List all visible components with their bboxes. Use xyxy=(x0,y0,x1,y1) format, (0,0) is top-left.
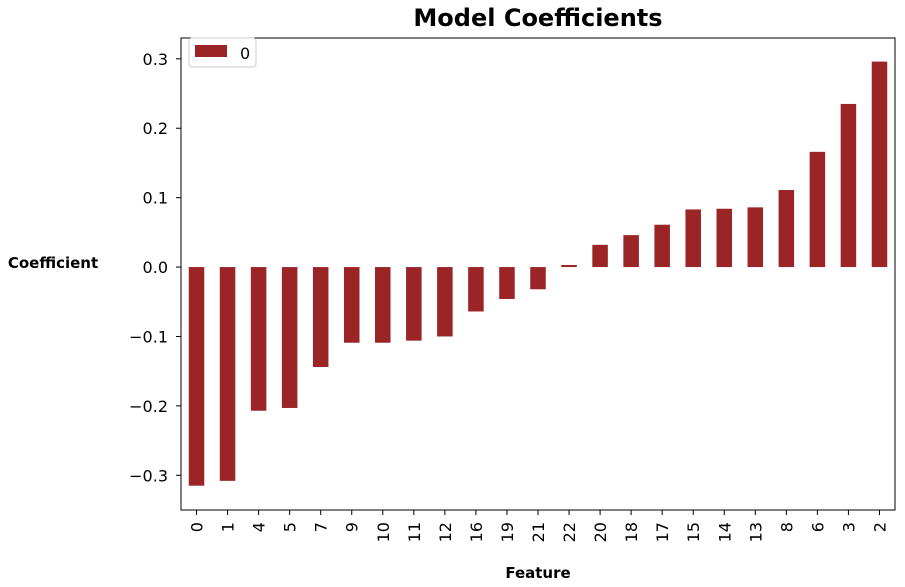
x-tick-label: 13 xyxy=(746,522,765,542)
x-tick-label: 16 xyxy=(467,522,486,542)
x-tick-label: 14 xyxy=(715,522,734,542)
y-tick-label: −0.3 xyxy=(129,466,168,485)
x-tick-label: 9 xyxy=(343,522,362,532)
x-tick-label: 6 xyxy=(808,522,827,532)
bar-0 xyxy=(188,267,205,486)
x-tick-label: 21 xyxy=(529,522,548,542)
x-tick-label: 18 xyxy=(622,522,641,542)
y-tick-label: 0.2 xyxy=(143,119,168,138)
y-tick-label: −0.2 xyxy=(129,397,168,416)
plot-area: −0.3−0.2−0.10.00.10.20.30 1 4 5 7 9 10 11 12 16 19… xyxy=(129,37,896,542)
bar-15 xyxy=(685,209,701,268)
bar-4 xyxy=(250,267,267,411)
bar-16 xyxy=(468,267,484,312)
x-tick-label: 8 xyxy=(777,522,796,532)
chart-title: Model Coefficients xyxy=(413,4,662,32)
x-tick-label: 15 xyxy=(684,522,703,542)
x-tick-label: 17 xyxy=(653,522,672,542)
x-tick-label: 3 xyxy=(839,522,858,532)
x-tick-label: 22 xyxy=(560,522,579,542)
x-tick-label: 4 xyxy=(250,522,269,532)
x-tick-label: 12 xyxy=(436,522,455,542)
bar-3 xyxy=(840,103,857,268)
y-tick-label: 0.1 xyxy=(143,189,168,208)
bar-14 xyxy=(716,208,733,268)
x-tick-label: 20 xyxy=(591,522,610,542)
bar-22 xyxy=(561,264,577,268)
bar-2 xyxy=(871,61,888,268)
x-tick-label: 0 xyxy=(188,522,207,532)
bar-10 xyxy=(375,267,391,343)
bar-9 xyxy=(343,267,360,343)
x-tick-label: 2 xyxy=(870,522,889,532)
legend: 0 xyxy=(188,37,257,68)
bar-7 xyxy=(312,267,329,368)
bar-1 xyxy=(219,267,236,481)
bar-11 xyxy=(406,267,422,341)
x-tick-label: 11 xyxy=(405,522,424,542)
x-tick-label: 1 xyxy=(219,522,238,532)
y-tick-label: 0.0 xyxy=(143,258,168,277)
bar-18 xyxy=(623,235,639,268)
bar-20 xyxy=(592,244,608,268)
x-tick-label: 10 xyxy=(374,522,393,542)
bar-19 xyxy=(499,267,515,299)
legend-swatch xyxy=(195,45,227,57)
legend-label: 0 xyxy=(240,44,250,63)
bar-13 xyxy=(747,207,764,268)
bar-12 xyxy=(437,267,453,337)
bar-5 xyxy=(281,267,298,408)
bar-6 xyxy=(809,151,826,268)
bar-21 xyxy=(530,267,546,290)
y-axis-label: Coefficient xyxy=(8,254,98,272)
x-tick-label: 19 xyxy=(498,522,517,542)
bar-8 xyxy=(778,190,795,268)
x-axis-label: Feature xyxy=(505,564,570,582)
bar-17 xyxy=(654,224,670,268)
x-tick-label: 5 xyxy=(281,522,300,532)
y-tick-label: −0.1 xyxy=(129,327,168,346)
y-tick-label: 0.3 xyxy=(143,50,168,69)
x-tick-label: 7 xyxy=(312,522,331,532)
